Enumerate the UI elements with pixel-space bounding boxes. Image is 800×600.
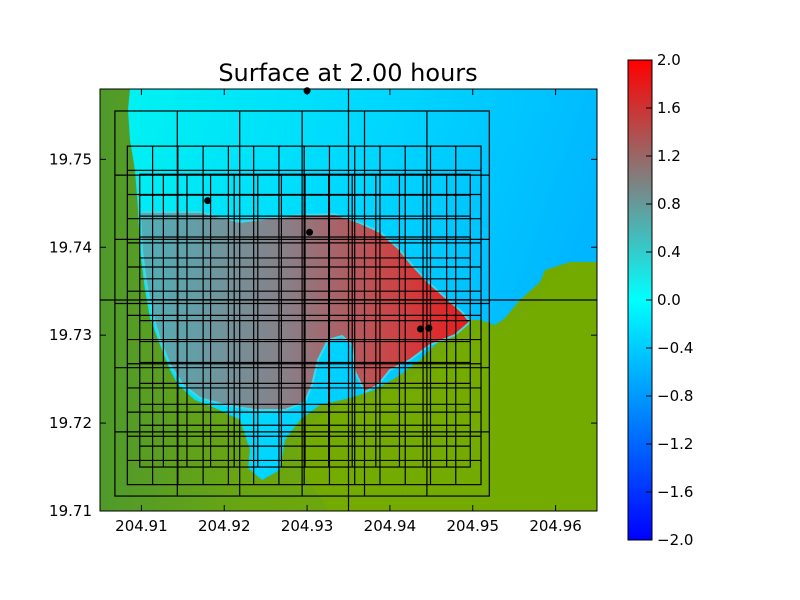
y-tick-label: 19.72 [49,414,92,432]
x-tick-label: 204.92 [198,517,251,535]
gauge-point [204,197,212,205]
colorbar-tick-label: 1.6 [657,99,681,117]
colorbar-tick-label: −1.6 [657,483,693,501]
grid-patches [114,110,490,497]
colorbar-tick-label: −0.8 [657,387,693,405]
gauge-point [417,325,425,333]
colorbar-tick-label: −1.2 [657,435,693,453]
y-tick-label: 19.75 [49,150,92,168]
x-tick-label: 204.94 [364,517,417,535]
x-tick-label: 204.91 [115,517,168,535]
colorbar-axis: 2.0 1.6 1.2 0.8 0.4 0.0 −0.4 −0.8 −1.2 −1.6 −2.0 [646,51,693,549]
coast-land [298,262,597,511]
x-axis: 204.91 204.92 204.93 204.94 204.95 204.96 [115,89,582,535]
y-tick-label: 19.73 [49,326,92,344]
y-tick-label: 19.74 [49,238,92,256]
colorbar-tick-label: −0.4 [657,339,693,357]
x-tick-label: 204.93 [281,517,334,535]
y-axis: 19.71 19.72 19.73 19.74 19.75 [49,150,597,520]
colorbar-tick-label: 2.0 [657,51,681,69]
colorbar-tick-label: 0.4 [657,243,681,261]
x-tick-label: 204.95 [447,517,500,535]
colorbar-tick-label: 0.8 [657,195,681,213]
chart-title: Surface at 2.00 hours [218,59,477,87]
y-tick-label: 19.71 [49,502,92,520]
gauge-point [425,324,433,332]
gauge-point [306,228,314,236]
center-lines [100,89,597,511]
colorbar-tick-label: 1.2 [657,147,681,165]
colorbar-tick-label: 0.0 [657,291,681,309]
colorbar-tick-label: −2.0 [657,531,693,549]
x-tick-label: 204.96 [529,517,582,535]
